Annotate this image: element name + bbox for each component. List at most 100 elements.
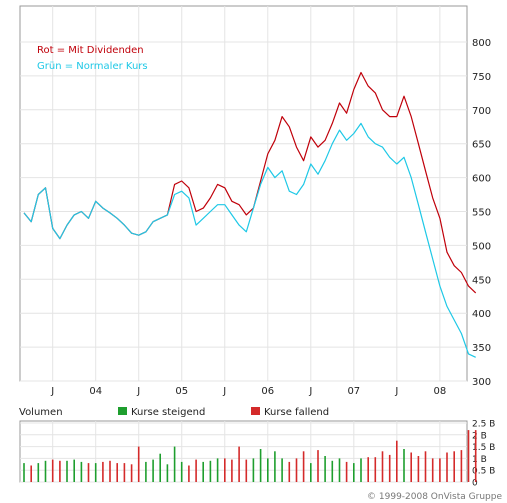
price-series-group — [23, 71, 477, 358]
volume-bar — [102, 461, 104, 482]
volume-bar — [87, 463, 90, 482]
volume-bar — [173, 446, 176, 482]
price-x-tick: 08 — [433, 386, 446, 397]
volume-bar — [109, 460, 111, 482]
volume-bar — [66, 460, 68, 482]
volume-bar — [288, 461, 291, 482]
price-x-tick: J — [394, 386, 398, 397]
price-y-tick-labels: 300 350 400 450 500 550 600 650 700 750 800 — [472, 38, 491, 388]
volume-bar — [238, 446, 240, 482]
volume-bar — [360, 458, 362, 482]
volume-bar — [202, 461, 204, 482]
volume-bar — [467, 430, 470, 482]
volume-bar — [209, 460, 212, 482]
price-y-tick: 500 — [472, 241, 491, 252]
volume-title: Volumen — [19, 407, 63, 418]
price-x-tick: J — [136, 386, 140, 397]
volume-bar — [59, 460, 61, 482]
volume-bar — [145, 461, 147, 482]
volume-bar — [403, 449, 405, 482]
volume-bar — [374, 457, 377, 482]
price-y-tick: 700 — [472, 106, 491, 117]
price-y-tick: 450 — [472, 275, 491, 286]
volume-bar — [417, 456, 420, 482]
volume-bar — [338, 458, 341, 482]
price-y-tick: 800 — [472, 38, 491, 49]
price-x-tick: J — [222, 386, 226, 397]
volume-bar — [388, 454, 391, 482]
volume-y-tick: 0.5 B — [472, 467, 495, 477]
price-x-tick: 04 — [89, 386, 102, 397]
volume-bar — [30, 465, 32, 482]
volume-bar — [424, 451, 427, 482]
volume-bar — [224, 458, 226, 482]
volume-grid — [20, 421, 467, 483]
volume-bar — [259, 449, 262, 482]
volume-bar — [159, 453, 161, 482]
volume-y-tick: 1.5 B — [472, 443, 495, 453]
volume-plot-area — [19, 420, 468, 483]
annotation-red: Rot = Mit Dividenden — [37, 45, 144, 56]
price-x-tick: 05 — [175, 386, 188, 397]
volume-bar — [216, 458, 219, 482]
volume-bar — [345, 461, 348, 482]
price-y-tick: 750 — [472, 72, 491, 83]
volume-bar — [474, 430, 477, 482]
price-x-tick-labels: J 04 J 05 J 06 J 07 J 08 — [50, 386, 446, 397]
volume-bar — [180, 461, 183, 482]
price-y-tick: 300 — [472, 377, 491, 388]
price-grid — [20, 6, 467, 382]
volume-bar — [367, 457, 369, 482]
volume-bar — [252, 458, 255, 482]
volume-bar — [431, 458, 434, 482]
volume-bar — [353, 463, 355, 482]
volume-bar — [410, 452, 412, 482]
volume-bar — [381, 451, 384, 482]
volume-bar — [302, 451, 305, 482]
volume-bar — [439, 458, 441, 482]
price-x-tick: 07 — [347, 386, 360, 397]
price-x-tick: J — [50, 386, 54, 397]
legend-rising-label: Kurse steigend — [131, 407, 205, 418]
volume-bar — [231, 459, 233, 482]
volume-bar — [94, 463, 97, 482]
volume-bar — [446, 452, 448, 482]
volume-bar — [23, 463, 25, 482]
legend-falling-label: Kurse fallend — [264, 407, 329, 418]
volume-bar — [130, 464, 133, 482]
volume-bar — [460, 450, 463, 482]
volume-bar — [310, 463, 312, 482]
volume-bar — [195, 459, 197, 482]
price-y-tick: 650 — [472, 140, 491, 151]
volume-bar — [51, 459, 54, 482]
price-y-tick: 350 — [472, 343, 491, 354]
volume-bars — [23, 430, 477, 482]
price-x-tick: J — [308, 386, 312, 397]
volume-bar — [317, 450, 319, 482]
legend-falling-swatch — [251, 407, 260, 415]
volume-bar — [267, 458, 269, 482]
volume-bar — [281, 458, 283, 482]
legend-rising-swatch — [118, 407, 127, 415]
volume-bar — [295, 458, 298, 482]
volume-bar — [44, 460, 47, 482]
volume-bar — [331, 460, 334, 482]
price-plot-area — [19, 5, 468, 382]
volume-bar — [73, 459, 75, 482]
volume-bar — [188, 465, 190, 482]
volume-bar — [137, 446, 140, 482]
volume-y-tick: 2 B — [472, 431, 487, 441]
volume-bar — [123, 463, 126, 482]
volume-bar — [324, 456, 326, 482]
volume-y-tick: 0 — [472, 479, 478, 489]
series-line-normaler-kurs — [23, 122, 476, 358]
price-x-tick: 06 — [261, 386, 274, 397]
price-y-tick: 600 — [472, 174, 491, 185]
volume-bar — [80, 461, 83, 482]
volume-y-tick-labels: 0 0.5 B 1 B 1.5 B 2 B2.5 B — [472, 420, 495, 489]
volume-bar — [116, 463, 118, 482]
price-y-tick: 400 — [472, 309, 491, 320]
volume-bar — [274, 451, 276, 482]
